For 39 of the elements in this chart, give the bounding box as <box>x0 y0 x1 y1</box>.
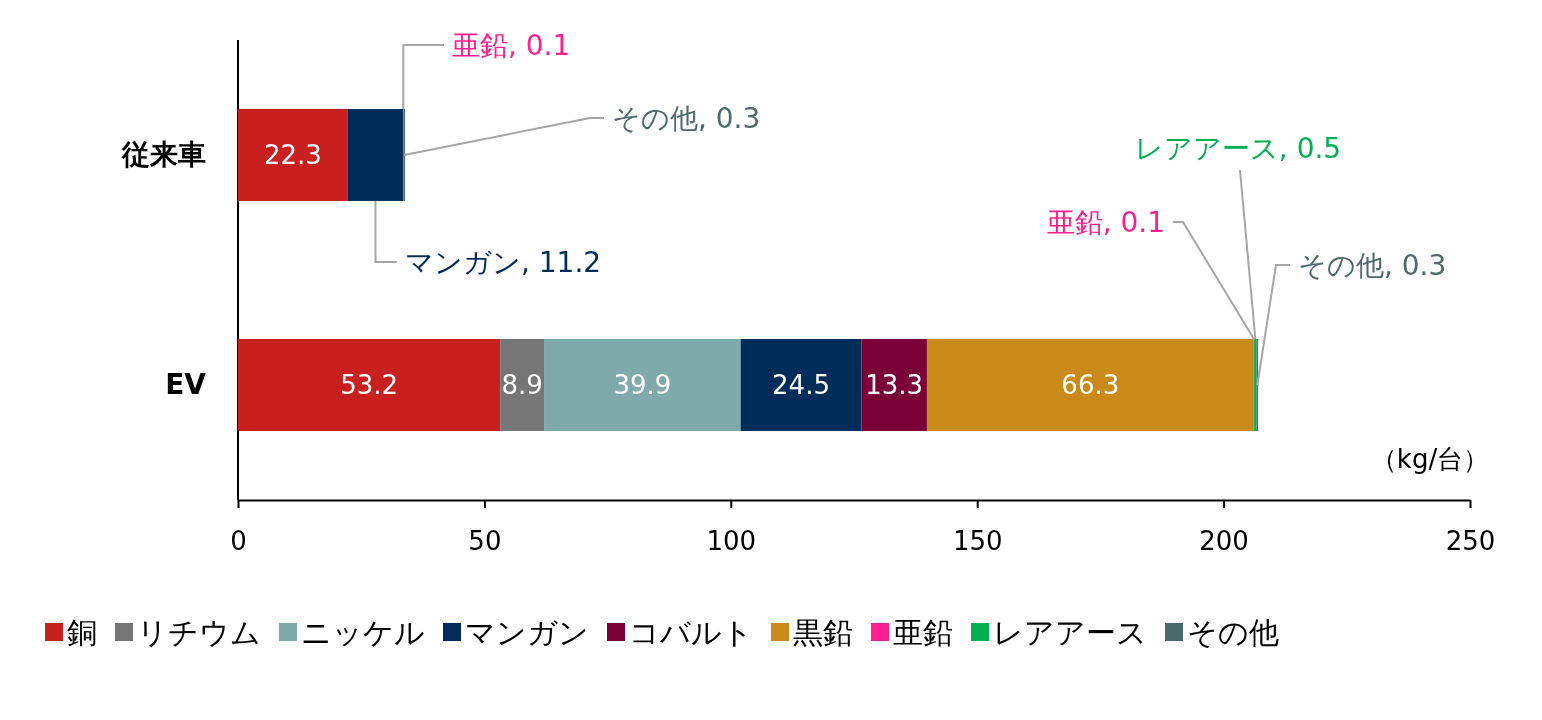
bar <box>500 339 545 431</box>
data-label: レアアース, 0.5 <box>1134 131 1342 165</box>
bar <box>740 339 862 431</box>
data-label: 53.2 <box>340 370 399 401</box>
legend-label: マンガン <box>465 614 589 650</box>
legend-label: コバルト <box>629 614 753 650</box>
x-tick-label: 200 <box>1199 526 1249 556</box>
x-tick-label: 250 <box>1445 526 1496 556</box>
data-label: マンガン, 11.2 <box>405 245 602 279</box>
data-label: 66.3 <box>1061 370 1120 401</box>
y-tick-label: EV <box>165 367 207 401</box>
data-label: 亜鉛, 0.1 <box>452 28 571 62</box>
bar <box>347 109 404 201</box>
legend-label: リチウム <box>137 614 261 650</box>
data-label: 22.3 <box>264 140 322 171</box>
data-label: その他, 0.3 <box>1298 248 1447 282</box>
legend-label: 銅 <box>67 614 97 650</box>
legend-label: ニッケル <box>301 614 425 650</box>
y-tick-label: 従来車 <box>121 137 206 171</box>
annotation: （kg/台） <box>1370 444 1490 474</box>
bar <box>544 339 741 431</box>
x-tick-label: 50 <box>468 526 502 556</box>
legend-label: 黒鉛 <box>793 614 853 650</box>
bar <box>926 339 1254 431</box>
data-label: 39.9 <box>613 370 672 401</box>
legend-label: 亜鉛 <box>893 614 953 650</box>
data-label: その他, 0.3 <box>612 101 761 135</box>
x-tick-label: 100 <box>706 526 757 556</box>
bar <box>861 339 927 431</box>
x-tick-label: 0 <box>230 526 247 556</box>
legend-label: その他 <box>1187 614 1279 650</box>
data-label: 13.3 <box>865 370 924 401</box>
data-label: 8.9 <box>501 370 543 401</box>
data-label: 亜鉛, 0.1 <box>1046 205 1165 239</box>
legend-label: レアアース <box>993 614 1147 650</box>
data-label: 24.5 <box>772 370 830 401</box>
x-tick-label: 150 <box>952 526 1003 556</box>
bar <box>238 109 348 201</box>
bar <box>238 339 501 431</box>
